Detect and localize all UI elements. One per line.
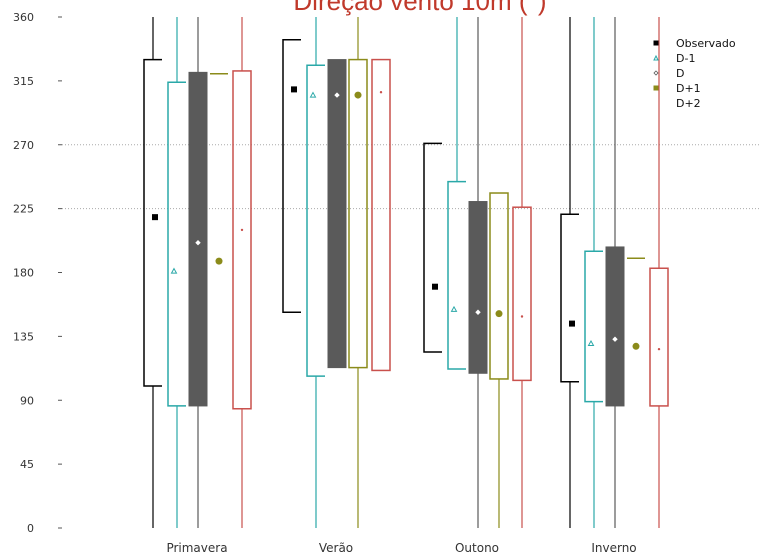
mean-marker [170, 267, 178, 274]
y-tick-label: 45 [20, 458, 34, 471]
mean-marker [495, 310, 503, 318]
box [188, 71, 208, 407]
series-d-1 [210, 17, 645, 528]
box [232, 70, 252, 410]
y-tick-label: 315 [13, 75, 34, 88]
chart-title: Direção vento 10m (°) [293, 0, 546, 16]
series-d-2 [232, 17, 669, 528]
mean-marker [334, 92, 340, 98]
legend-label: D-1 [676, 52, 695, 65]
x-category-label: Primavera [166, 541, 227, 555]
legend-item: D+2 [676, 97, 701, 110]
series-d [188, 17, 625, 528]
legend-marker [653, 40, 659, 46]
box-bracket [143, 58, 162, 387]
mean-marker [475, 309, 481, 315]
legend-marker [653, 85, 659, 91]
mean-marker [450, 305, 458, 312]
box [327, 59, 347, 369]
box [468, 201, 488, 374]
box [489, 192, 509, 380]
series-d-1 [167, 17, 603, 528]
mean-marker [632, 342, 640, 350]
mean-marker [215, 257, 223, 265]
mean-marker [309, 91, 317, 98]
box [512, 206, 532, 382]
y-tick-label: 135 [13, 330, 34, 343]
mean-marker [240, 228, 244, 232]
legend-label: D+2 [676, 97, 701, 110]
series-observado [143, 17, 579, 528]
marks-layer [143, 17, 669, 528]
box-bracket [167, 81, 186, 407]
legend-item: D [653, 67, 684, 80]
x-category-label: Outono [455, 541, 499, 555]
box [348, 58, 368, 369]
grid-layer [62, 144, 759, 210]
y-tick-label: 360 [13, 11, 34, 24]
box-bracket [423, 142, 442, 353]
box-bracket [560, 213, 579, 383]
legend-label: D+1 [676, 82, 701, 95]
box-bracket [306, 64, 325, 377]
y-tick-label: 270 [13, 139, 34, 152]
box-bracket [584, 250, 603, 403]
y-tick-label: 225 [13, 203, 34, 216]
mean-marker [291, 86, 297, 93]
y-tick-label: 0 [27, 522, 34, 535]
mean-marker [612, 336, 618, 342]
mean-marker [354, 91, 362, 99]
legend-marker [653, 54, 659, 61]
box [605, 246, 625, 407]
mean-marker [569, 320, 575, 327]
x-category-label: Inverno [591, 541, 636, 555]
mean-marker [152, 214, 158, 221]
axes-layer: 0 45 90 135 180 225 270 315 360 Primavera Verão Out… [13, 11, 637, 555]
mean-marker [657, 347, 661, 351]
box [371, 58, 391, 372]
legend-label: D [676, 67, 684, 80]
y-tick-label: 180 [13, 267, 34, 280]
box-bracket [447, 180, 466, 370]
mean-marker [520, 315, 524, 318]
legend-marker [653, 70, 659, 76]
legend-label: Observado [676, 37, 736, 50]
legend: Observado D-1 D D+1 D+2 [653, 37, 736, 110]
legend-item: Observado [653, 37, 736, 50]
box-bracket [282, 38, 301, 313]
mean-marker [379, 91, 383, 94]
mean-marker [195, 239, 201, 246]
legend-item: D-1 [653, 52, 695, 65]
legend-item: D+1 [653, 82, 701, 95]
mean-marker [432, 283, 438, 290]
x-category-label: Verão [319, 541, 353, 555]
y-tick-label: 90 [20, 394, 34, 407]
mean-marker [587, 339, 595, 346]
box [649, 267, 669, 407]
